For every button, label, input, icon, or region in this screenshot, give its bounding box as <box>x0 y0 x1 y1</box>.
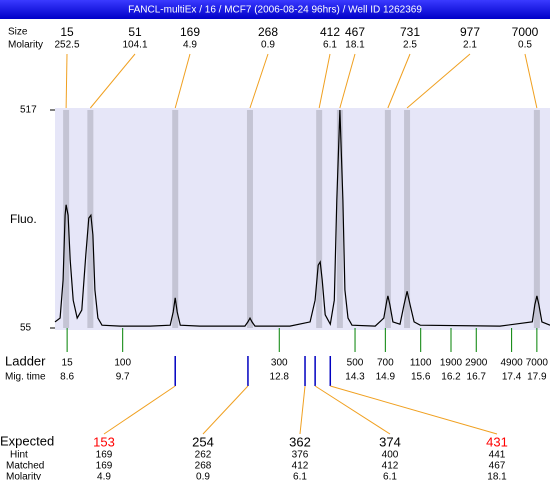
ladder-size: 2900 <box>465 358 488 369</box>
peak-connector <box>249 53 269 109</box>
peak-band <box>533 110 540 328</box>
peak-size: 268 <box>258 25 278 39</box>
ladder-size: 1900 <box>440 358 463 369</box>
expected-value: 254 <box>192 434 214 449</box>
mig-time-label: Mig. time <box>5 372 46 383</box>
molarity-label: Molarity <box>6 472 41 480</box>
peak-molarity: 0.5 <box>518 40 532 51</box>
matched-value: 268 <box>195 461 212 472</box>
hint-value: 441 <box>489 450 506 461</box>
ladder-size: 1100 <box>410 358 432 369</box>
matched-molarity: 6.1 <box>293 472 307 480</box>
title: FANCL-multiEx / 16 / MCF7 (2006-08-24 96… <box>128 5 422 16</box>
hint-value: 262 <box>195 450 212 461</box>
peak-connector <box>339 53 356 109</box>
peak-connector <box>524 53 538 109</box>
hint-value: 400 <box>382 450 399 461</box>
expected-connector <box>314 385 391 435</box>
ladder-time: 17.4 <box>502 372 522 383</box>
ladder-time: 14.9 <box>376 372 396 383</box>
y-axis-label: Fluo. <box>10 212 37 226</box>
peak-connector <box>318 53 331 109</box>
hint-label: Hint <box>10 450 28 461</box>
peak-band <box>246 110 253 328</box>
y-tick-label: 517 <box>20 105 37 116</box>
peak-size: 731 <box>400 25 420 39</box>
hint-value: 169 <box>96 450 113 461</box>
matched-molarity: 4.9 <box>97 472 111 480</box>
ladder-size: 100 <box>114 358 131 369</box>
peak-row-label: Size <box>8 27 28 38</box>
ladder-size: 7000 <box>526 358 549 369</box>
ladder-size: 700 <box>377 358 394 369</box>
peak-molarity: 6.1 <box>323 40 337 51</box>
peak-molarity: 2.1 <box>463 40 477 51</box>
ladder-size: 15 <box>62 358 74 369</box>
peak-connector <box>406 53 471 109</box>
expected-connector <box>330 385 498 435</box>
peak-band <box>172 110 179 328</box>
expected-value: 362 <box>289 434 311 449</box>
peak-connector <box>89 53 136 109</box>
expected-value: 431 <box>486 434 508 449</box>
matched-molarity: 0.9 <box>196 472 210 480</box>
matched-value: 169 <box>96 461 113 472</box>
trace <box>54 109 550 327</box>
peak-size: 977 <box>460 25 480 39</box>
expected-label: Expected <box>0 433 54 448</box>
ladder-time: 14.3 <box>345 372 365 383</box>
matched-value: 467 <box>489 461 506 472</box>
peak-band <box>384 110 391 328</box>
peak-connector <box>387 53 411 109</box>
ladder-size: 300 <box>271 358 288 369</box>
peak-band <box>316 110 323 328</box>
matched-value: 412 <box>292 461 309 472</box>
peak-band <box>404 110 411 328</box>
expected-connector <box>103 385 176 435</box>
matched-molarity: 6.1 <box>383 472 397 480</box>
molarity-row-label: Molarity <box>8 40 43 51</box>
ladder-time: 12.8 <box>270 372 290 383</box>
peak-band <box>87 110 94 328</box>
ladder-time: 8.6 <box>60 372 74 383</box>
ladder-time: 15.6 <box>411 372 431 383</box>
match-area <box>55 460 550 480</box>
matched-molarity: 18.1 <box>487 472 507 480</box>
ladder-size: 4900 <box>500 358 523 369</box>
ladder-time: 16.7 <box>467 372 487 383</box>
peak-size: 169 <box>180 25 200 39</box>
expected-value: 153 <box>93 434 115 449</box>
matched-value: 412 <box>382 461 399 472</box>
peak-molarity: 4.9 <box>183 40 197 51</box>
hint-value: 376 <box>292 450 309 461</box>
peak-size: 412 <box>320 25 340 39</box>
peak-band <box>336 110 343 328</box>
peak-molarity: 252.5 <box>54 40 79 51</box>
peak-molarity: 2.5 <box>403 40 417 51</box>
ladder-time: 16.2 <box>441 372 461 383</box>
peak-molarity: 18.1 <box>345 40 365 51</box>
expected-connector <box>299 385 306 435</box>
ladder-time: 9.7 <box>116 372 130 383</box>
matched-label: Matched <box>6 461 44 472</box>
expected-value: 374 <box>379 434 401 449</box>
ladder-size: 500 <box>347 358 364 369</box>
peak-molarity: 104.1 <box>122 40 147 51</box>
peak-size: 51 <box>128 25 142 39</box>
ladder-time: 17.9 <box>527 372 547 383</box>
peak-size: 7000 <box>512 25 539 39</box>
expected-connector <box>202 385 249 435</box>
peak-size: 467 <box>345 25 365 39</box>
peak-molarity: 0.9 <box>261 40 275 51</box>
ladder-label: Ladder <box>5 353 46 368</box>
plot-area <box>55 108 550 330</box>
peak-connector <box>174 53 191 109</box>
peak-band <box>63 110 70 328</box>
peak-connector <box>65 53 68 109</box>
y-tick-label: 55 <box>20 323 32 334</box>
peak-size: 15 <box>60 25 74 39</box>
title-bar <box>0 0 550 19</box>
